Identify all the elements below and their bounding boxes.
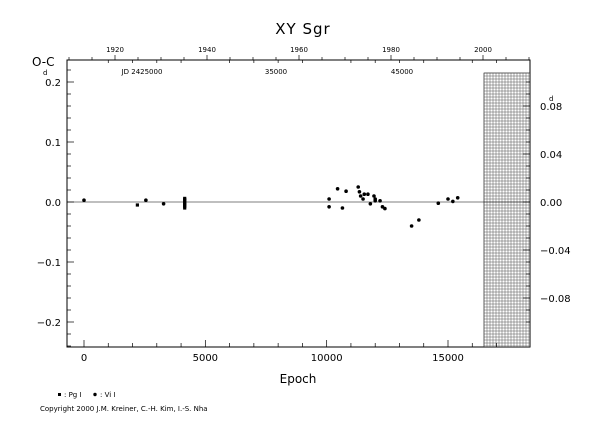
data-point-circle [327, 205, 331, 209]
data-point-circle [344, 189, 348, 193]
data-point-circle [372, 194, 376, 198]
data-point-circle [144, 198, 148, 202]
data-point-square [135, 203, 139, 207]
right-y-tick-label: 0.00 [540, 198, 562, 209]
jd-tick-label: 45000 [391, 68, 413, 76]
jd-tick-label: JD 2425000 [121, 68, 163, 76]
right-y-tick-label: 0.04 [540, 150, 562, 161]
data-point-circle [409, 224, 414, 228]
data-point-circle [357, 190, 362, 194]
data-point-square [183, 206, 187, 210]
data-point-circle [340, 206, 345, 210]
year-tick-label: 2000 [474, 46, 492, 54]
data-point-circle [362, 192, 367, 196]
chart-title: XY Sgr [275, 20, 330, 38]
data-point-circle [356, 185, 361, 189]
data-point-circle [82, 198, 86, 202]
data-point-circle [455, 196, 460, 200]
y-tick-label: 0.1 [45, 138, 61, 149]
year-tick-label: 1940 [198, 46, 216, 54]
hatched-future-region [483, 72, 531, 348]
legend-label-pg: : Pg I [64, 391, 82, 399]
data-point-circle [373, 199, 378, 203]
y-axis-label: O-C [32, 55, 55, 69]
data-point-circle [335, 187, 340, 191]
data-point-circle [368, 202, 373, 206]
right-y-tick-label: 0.08 [540, 102, 562, 113]
data-point-circle [361, 197, 365, 201]
data-point-circle [366, 192, 370, 196]
year-tick-label: 1920 [106, 46, 124, 54]
axis-ticks [67, 55, 530, 347]
data-point-square [183, 199, 187, 203]
data-point-square [183, 204, 187, 208]
x-tick-label: 15000 [432, 353, 464, 364]
jd-tick-label: 35000 [265, 68, 287, 76]
year-tick-label: 1980 [382, 46, 400, 54]
right-y-tick-label: −0.04 [540, 246, 571, 257]
legend-label-vi: : Vi I [100, 391, 115, 399]
right-y-tick-label: −0.08 [540, 294, 571, 305]
data-point-circle [451, 199, 455, 204]
right-axis-exponent: d [549, 95, 553, 103]
data-point-circle [378, 199, 382, 203]
y-tick-label: 0.0 [45, 198, 61, 209]
legend: : Pg I : Vi I [58, 391, 115, 399]
y-axis-exponent: d [43, 69, 47, 77]
data-point-circle [358, 194, 363, 198]
y-tick-label: 0.2 [45, 78, 61, 89]
x-tick-label: 5000 [193, 353, 218, 364]
data-points [82, 185, 460, 228]
year-tick-label: 1960 [290, 46, 308, 54]
data-point-circle [446, 197, 450, 201]
data-point-circle [161, 202, 166, 206]
x-axis-label: Epoch [280, 372, 317, 386]
legend-circle-marker [93, 392, 97, 397]
data-point-circle [436, 201, 441, 205]
x-tick-label: 0 [81, 353, 87, 364]
data-point-circle [417, 218, 421, 222]
tick-labels: 0 5000 10000 15000 0.2 0.1 0.0 −0.1 −0.2 0.08 0.04… [37, 46, 571, 364]
legend-square-marker [58, 393, 61, 396]
y-tick-label: −0.1 [37, 258, 61, 269]
data-point-circle [383, 206, 387, 211]
y-tick-label: −0.2 [37, 318, 61, 329]
copyright-text: Copyright 2000 J.M. Kreiner, C.-H. Kim, … [40, 405, 208, 413]
x-tick-label: 10000 [311, 353, 343, 364]
data-point-circle [327, 197, 331, 201]
